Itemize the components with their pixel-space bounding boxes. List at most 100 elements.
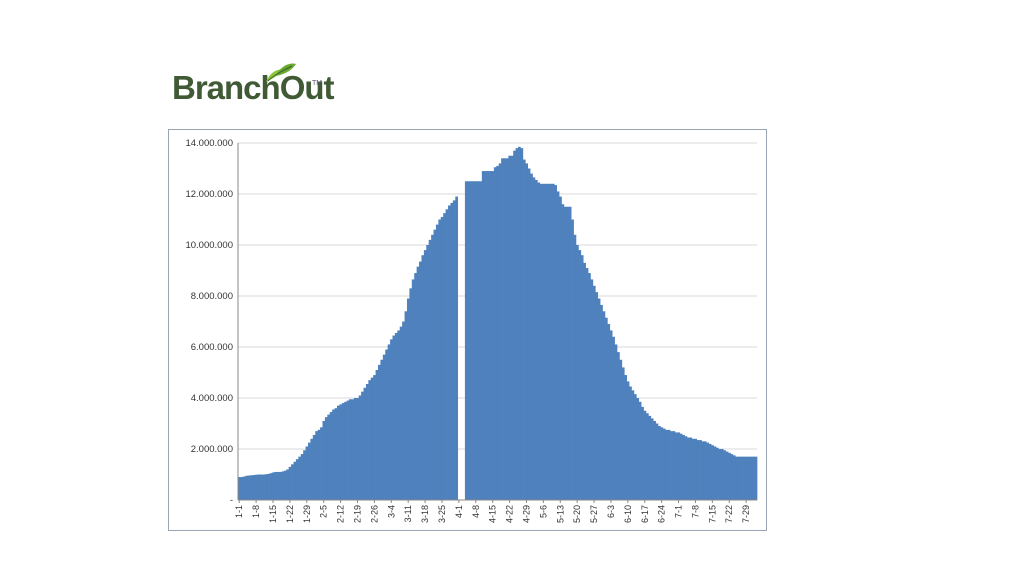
data-bar: [472, 181, 475, 500]
data-bar: [737, 456, 741, 500]
data-bar: [730, 454, 734, 500]
data-bar: [491, 171, 495, 501]
data-bar: [522, 159, 526, 500]
data-bar: [448, 205, 451, 500]
data-bar: [414, 273, 417, 500]
x-tick-label: 1-1: [234, 505, 244, 518]
data-bar: [687, 437, 690, 500]
x-tick-label: 5-27: [589, 505, 599, 523]
data-bar: [636, 398, 640, 500]
data-bar: [588, 273, 591, 500]
data-bar: [409, 288, 413, 500]
data-bar: [361, 391, 364, 501]
data-bar: [684, 436, 688, 500]
x-tick-label: 4-29: [521, 505, 531, 523]
data-bar: [699, 440, 702, 500]
data-bar: [250, 475, 253, 500]
data-bar: [679, 433, 683, 500]
data-bar: [397, 330, 401, 500]
data-bar: [638, 401, 642, 500]
data-bar: [665, 429, 669, 501]
data-bar: [368, 380, 372, 500]
data-bar: [534, 179, 538, 500]
data-bar: [259, 474, 263, 500]
data-bar: [375, 369, 379, 500]
x-tick-label: 4-8: [471, 505, 481, 518]
data-bar: [416, 266, 420, 500]
data-bar: [378, 364, 381, 500]
data-bar: [539, 183, 543, 501]
data-bar: [433, 229, 437, 500]
data-bar: [399, 326, 403, 500]
data-bar: [612, 336, 615, 500]
x-tick-label: 6-17: [640, 505, 650, 523]
data-bar: [493, 167, 497, 500]
data-bar: [542, 183, 545, 501]
data-bar: [645, 413, 649, 500]
data-bar: [575, 245, 579, 500]
data-bar: [452, 200, 456, 501]
data-bar: [544, 183, 548, 501]
data-bar: [718, 449, 722, 500]
data-bar: [525, 163, 529, 500]
data-bar: [501, 158, 504, 501]
data-bar: [641, 406, 644, 500]
chart-frame: - 2.000.000 4.000.000 6.000.000 8.000.000 10.…: [168, 129, 767, 531]
data-bar: [694, 438, 697, 500]
data-bar: [643, 410, 647, 500]
data-bar: [546, 183, 550, 501]
y-tick-label: 14.000.000: [185, 138, 233, 149]
data-bar: [245, 475, 248, 500]
x-tick-label: 6-3: [606, 505, 616, 518]
data-bar: [440, 216, 444, 500]
data-bar: [279, 471, 282, 500]
x-tick-label: 7-22: [724, 505, 734, 523]
data-bar: [336, 405, 340, 500]
data-bar: [370, 377, 374, 500]
data-bar: [469, 181, 473, 500]
data-bar: [242, 476, 246, 500]
data-bar: [476, 181, 480, 500]
data-bar: [563, 206, 567, 500]
data-bar: [315, 431, 319, 500]
data-bar: [322, 420, 326, 500]
data-bar: [467, 181, 471, 500]
data-bar: [723, 450, 726, 500]
data-bar: [670, 431, 673, 500]
data-bar: [551, 183, 555, 501]
data-bar: [667, 429, 671, 501]
data-bar: [426, 245, 430, 500]
data-bar: [655, 423, 659, 500]
data-bar: [674, 432, 678, 500]
data-bar: [749, 456, 753, 500]
data-bar: [503, 158, 507, 501]
data-bar: [713, 446, 717, 500]
data-bar: [706, 442, 710, 501]
data-bar: [455, 196, 459, 501]
data-bar: [252, 475, 256, 500]
data-bar: [404, 311, 408, 500]
data-bar: [653, 420, 656, 500]
data-bar: [450, 202, 454, 500]
data-bar: [515, 148, 519, 500]
data-bar: [266, 473, 270, 500]
data-bar: [264, 474, 268, 500]
data-bar: [310, 438, 314, 500]
data-bar: [303, 450, 306, 500]
area-chart: - 2.000.000 4.000.000 6.000.000 8.000.000 10.…: [185, 138, 758, 523]
data-bar: [334, 408, 338, 500]
brand-logo: BranchOut TM: [172, 62, 335, 112]
x-tick-label: 2-19: [352, 505, 362, 523]
data-bar: [624, 375, 627, 500]
data-bar: [428, 239, 432, 500]
data-bar: [658, 426, 661, 500]
x-tick-label: 1-8: [251, 505, 261, 518]
data-bar: [752, 456, 755, 500]
data-bar: [689, 437, 693, 500]
data-bar: [607, 324, 611, 500]
data-bar: [240, 477, 244, 500]
data-bar: [619, 359, 623, 500]
y-tick-label: -: [230, 495, 233, 506]
x-tick-label: 3-25: [437, 505, 447, 523]
data-bar: [402, 321, 405, 500]
